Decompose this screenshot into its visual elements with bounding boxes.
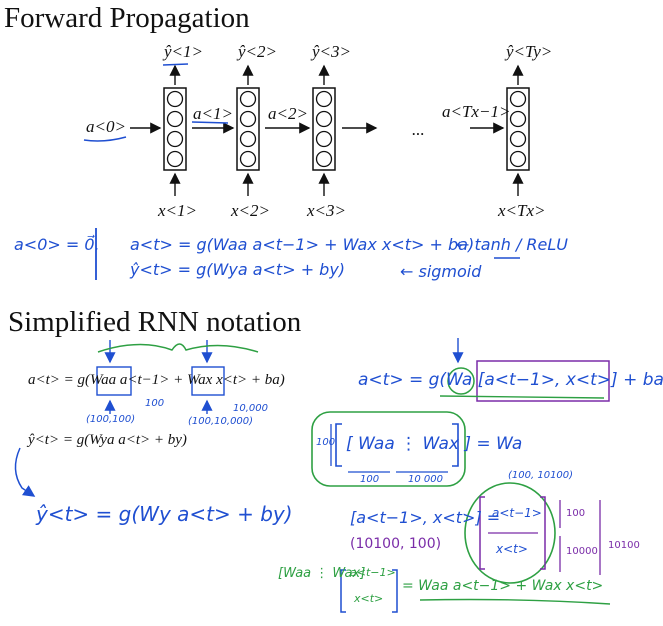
note-a0-zero: a<0> = 0⃗.	[14, 235, 100, 254]
circle-wa	[447, 367, 475, 395]
title-simplified-rnn: Simplified RNN notation	[8, 306, 302, 338]
wa-dim-100: 100	[316, 437, 336, 448]
note-eq-a: a<t> = g(Waa a<t−1> + Wax x<t> + ba)	[130, 235, 475, 254]
bracket-stack-left	[479, 496, 485, 570]
wa-definition: [ Waa ⋮ Wax ] = Wa	[346, 434, 523, 454]
underline-a1	[191, 121, 229, 124]
stack-dim-10100: 10100	[608, 540, 640, 551]
underline-a0	[83, 136, 127, 142]
bracket-stack-right	[540, 496, 546, 570]
note-act-y: ← sigmoid	[400, 262, 482, 281]
rnn-cell-1	[163, 87, 187, 171]
stack-bottom: x<t>	[496, 542, 528, 556]
stack-top: a<t−1>	[492, 506, 542, 520]
label-yhat-2: ŷ<2>	[238, 42, 277, 61]
label-yhat-1: ŷ<1>	[164, 42, 203, 61]
stack-dim-10000: 10000	[566, 546, 598, 557]
label-x3: x<3>	[307, 201, 346, 220]
rnn-cell-2	[236, 87, 260, 171]
eq-y-handwritten: ŷ<t> = g(Wy a<t> + by)	[36, 502, 293, 526]
product-vec-top: a<t−1>	[350, 566, 396, 579]
box-wax	[191, 366, 225, 396]
note-eq-y: ŷ<t> = g(Wya a<t> + by)	[130, 260, 346, 279]
eq-a-printed: a<t> = g(Waa a<t−1> + Wax x<t> + ba)	[28, 372, 285, 388]
title-forward-propagation: Forward Propagation	[4, 2, 250, 34]
eq-a-handwritten: a<t> = g(Wa [a<t−1>, x<t>] + ba)	[358, 370, 663, 390]
rnn-cell-3	[312, 87, 336, 171]
blue-curve-left	[14, 447, 36, 497]
dim-waa-100: 100	[145, 398, 165, 409]
box-stack-concat	[476, 360, 610, 402]
box-waa	[96, 366, 132, 396]
stack-shape: (10100, 100)	[350, 536, 442, 552]
label-atx-1: a<Tx−1>	[442, 102, 511, 121]
concat-underline	[439, 395, 605, 399]
eq-y-printed: ŷ<t> = g(Wya a<t> + by)	[28, 432, 187, 448]
stack-dim-100: 100	[566, 508, 586, 519]
dim-wax-10000: 10,000	[233, 403, 268, 414]
label-a2: a<2>	[268, 104, 308, 123]
wa-dim-100b: 100	[360, 474, 380, 485]
bracket-prod-right	[392, 569, 398, 613]
bracket-wa-left	[335, 423, 342, 467]
circle-stack	[464, 482, 556, 584]
product-left: [Waa ⋮ Wax]	[278, 566, 366, 581]
note-act-a: ← tanh / ReLU	[456, 235, 568, 254]
label-a1: a<1>	[193, 104, 233, 123]
label-yhat-ty: ŷ<Ty>	[506, 42, 553, 61]
box-wa-def	[311, 411, 466, 487]
bracket-prod-left	[340, 569, 346, 613]
underline-y1	[162, 63, 189, 66]
green-brace-top	[97, 343, 259, 353]
label-x1: x<1>	[158, 201, 197, 220]
wa-shape: (100, 10100)	[508, 470, 574, 481]
rnn-cell-tx	[506, 87, 530, 171]
dim-waa-shape: (100,100)	[86, 414, 136, 425]
label-yhat-3: ŷ<3>	[312, 42, 351, 61]
product-vec-bottom: x<t>	[354, 592, 384, 605]
product-underline	[419, 598, 611, 605]
label-xtx: x<Tx>	[498, 201, 546, 220]
label-dots: ...	[412, 120, 425, 139]
label-x2: x<2>	[231, 201, 270, 220]
stack-definition: [a<t−1>, x<t>] =	[350, 508, 501, 527]
wa-dim-10000: 10 000	[408, 474, 443, 485]
dim-wax-shape: (100,10,000)	[188, 416, 254, 427]
product-rhs: = Waa a<t−1> + Wax x<t>	[402, 578, 604, 594]
bracket-wa-right	[452, 423, 459, 467]
label-a0: a<0>	[86, 117, 126, 136]
